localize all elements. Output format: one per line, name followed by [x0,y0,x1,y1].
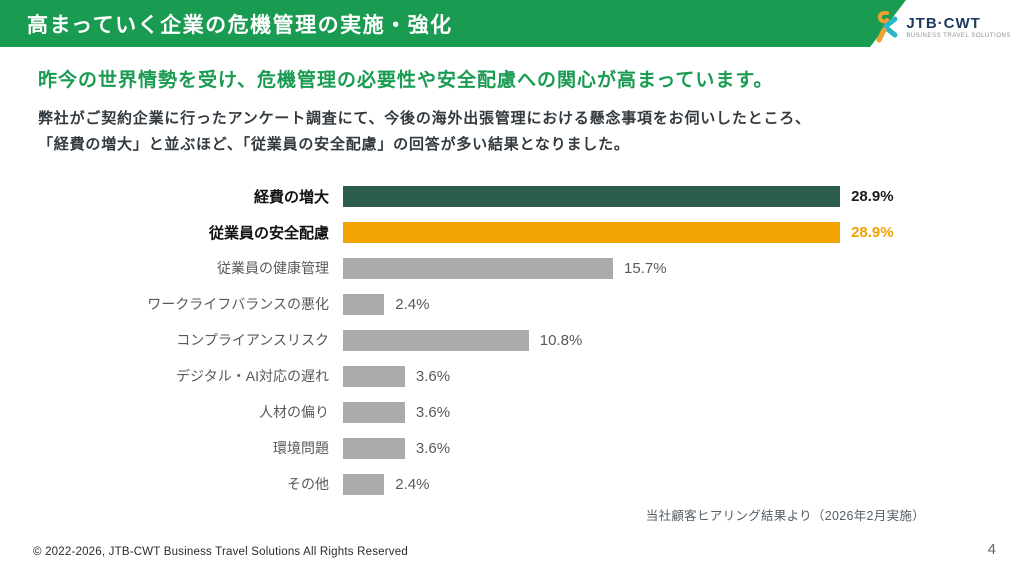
chart-bar [343,473,385,495]
chart-bar-track: 3.6% [343,401,991,423]
chart-bar-track: 10.8% [343,329,991,351]
chart-row: ワークライフバランスの悪化 2.4% [33,286,991,322]
chart-category-label: デジタル・AI対応の遅れ [176,368,329,384]
chart-bar [343,365,405,387]
lead-body-line2: 「経費の増大」と並ぶほど、「従業員の安全配慮」の回答が多い結果となりました。 [38,135,630,153]
chart-bar-track: 2.4% [343,293,991,315]
chart-category-label: コンプライアンスリスク [176,332,329,348]
chart-bar-track: 3.6% [343,437,991,459]
chart-bar [343,221,841,243]
chart-category-label: 経費の増大 [253,188,329,206]
chart-bar [343,185,841,207]
lead-body-line1: 弊社がご契約企業に行ったアンケート調査にて、今後の海外出張管理における懸念事項を… [38,110,811,127]
chart-bar-track: 28.9% [343,185,991,207]
chart-row: その他 2.4% [33,466,991,502]
chart-category-label: 従業員の健康管理 [217,260,329,276]
chart-row: 人材の偏り 3.6% [33,394,991,430]
chart-bar-track: 15.7% [343,257,991,279]
jtb-cwt-logo-icon [876,11,898,43]
chart-row: デジタル・AI対応の遅れ 3.6% [33,358,991,394]
slide-title: 高まっていく企業の危機管理の実施・強化 [27,13,453,37]
chart-bar [343,401,405,423]
footer-copyright: © 2022-2026, JTB-CWT Business Travel Sol… [33,546,408,558]
chart-category-label: 従業員の安全配慮 [208,224,329,242]
chart-value-label: 28.9% [851,223,894,241]
chart-row: 従業員の健康管理 15.7% [33,250,991,286]
chart-value-label: 2.4% [395,295,430,313]
chart-bar-track: 28.9% [343,221,991,243]
chart-bar [343,437,405,459]
chart-category-label: その他 [287,476,329,492]
source-note: 当社顧客ヒアリング結果より（2026年2月実施） [645,509,925,523]
lead-headline: 昨今の世界情勢を受け、危機管理の必要性や安全配慮への関心が高まっています。 [38,70,774,91]
chart-value-label: 3.6% [415,403,451,421]
header-banner: 高まっていく企業の危機管理の実施・強化 [0,0,906,47]
chart-bar [343,257,614,279]
chart-row: 環境問題 3.6% [33,430,991,466]
chart-row: 経費の増大 28.9% [33,178,991,214]
chart-value-label: 3.6% [415,367,451,385]
logo-tagline: BUSINESS TRAVEL SOLUTIONS [906,32,1011,39]
chart-value-label: 15.7% [624,259,667,277]
page-number: 4 [987,541,996,558]
lead-body: 弊社がご契約企業に行ったアンケート調査にて、今後の海外出張管理における懸念事項を… [38,106,811,157]
chart-value-label: 2.4% [395,475,430,493]
logo-brand: JTB·CWT [906,14,981,32]
bar-chart: 経費の増大 28.9% 従業員の安全配慮 28.9% 従業員の健康管理 15.7% ワークラ… [33,178,991,502]
chart-category-label: ワークライフバランスの悪化 [147,296,329,312]
chart-bar [343,293,385,315]
chart-value-label: 28.9% [851,187,894,205]
chart-bar [343,329,529,351]
chart-category-label: 人材の偏り [259,404,329,420]
chart-value-label: 3.6% [415,439,451,457]
jtb-cwt-logo: JTB·CWT BUSINESS TRAVEL SOLUTIONS [871,11,1011,43]
chart-bar-track: 2.4% [343,473,991,495]
chart-category-label: 環境問題 [273,440,329,456]
chart-row: コンプライアンスリスク 10.8% [33,322,991,358]
logo-text: JTB·CWT BUSINESS TRAVEL SOLUTIONS [906,16,1011,39]
chart-value-label: 10.8% [539,331,583,349]
chart-row: 従業員の安全配慮 28.9% [33,214,991,250]
chart-bar-track: 3.6% [343,365,991,387]
